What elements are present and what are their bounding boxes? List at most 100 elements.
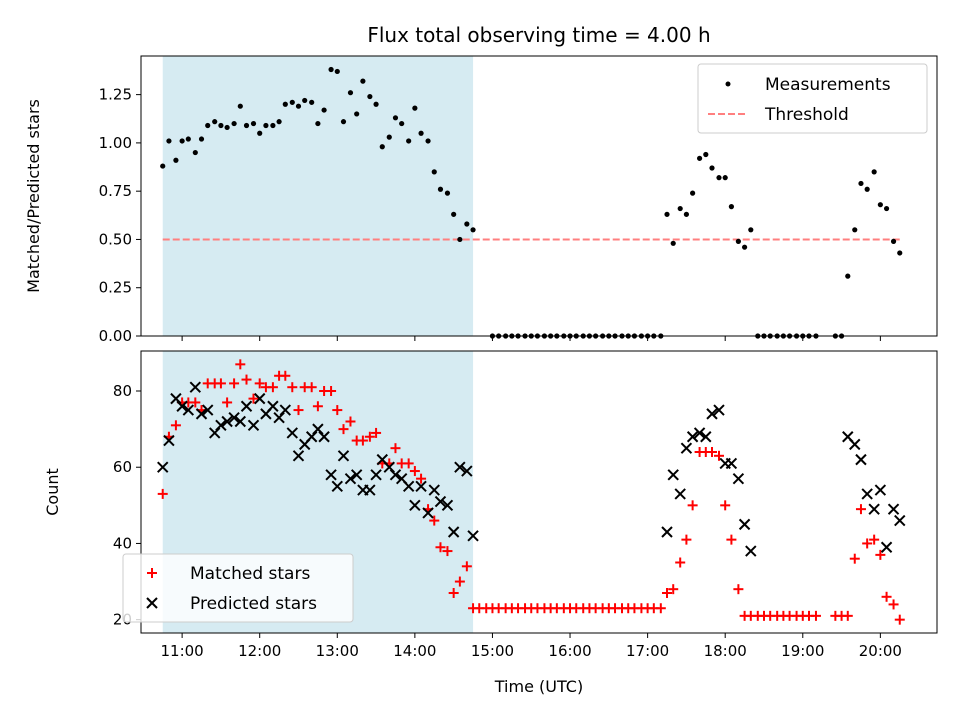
- matched-point: [869, 534, 880, 545]
- predicted-point: [868, 503, 880, 515]
- matched-point: [409, 466, 420, 477]
- matched-point: [707, 446, 718, 457]
- measurement-point: [703, 151, 709, 158]
- measurement-point: [406, 138, 412, 144]
- legend-x-marker: [146, 597, 158, 609]
- predicted-point: [706, 408, 718, 420]
- ratio-y-tick-label: 0.00: [99, 327, 132, 345]
- matched-point: [442, 546, 453, 557]
- matched-point: [371, 427, 382, 438]
- measurement-point: [173, 157, 179, 163]
- measurement-point: [418, 130, 424, 136]
- measurement-point: [890, 238, 897, 244]
- measurement-point: [877, 202, 883, 208]
- matched-point: [157, 488, 168, 499]
- measurement-point: [677, 205, 683, 212]
- measurement-point: [334, 68, 340, 75]
- measurement-point: [437, 186, 444, 192]
- matched-point: [733, 584, 744, 595]
- measurement-point: [166, 138, 172, 144]
- predicted-point: [331, 480, 343, 492]
- predicted-point: [305, 431, 318, 443]
- predicted-point: [195, 408, 208, 420]
- x-tick-label: 16:00: [548, 642, 591, 660]
- predicted-point: [880, 541, 893, 553]
- matched-point: [403, 458, 414, 469]
- predicted-point: [738, 518, 751, 531]
- predicted-point: [267, 400, 279, 412]
- predicted-point: [402, 480, 415, 492]
- measurement-point: [412, 105, 418, 111]
- predicted-point: [240, 400, 253, 412]
- measurement-point: [845, 273, 851, 279]
- measurement-point: [748, 227, 754, 233]
- predicted-point: [713, 404, 725, 416]
- matched-point: [894, 614, 905, 625]
- matched-point: [326, 386, 337, 397]
- count-y-tick-label: 80: [113, 382, 132, 400]
- matched-point: [429, 515, 440, 526]
- ratio-y-tick-label: 0.25: [99, 279, 132, 297]
- measurement-point: [858, 180, 864, 187]
- matched-point: [345, 416, 356, 427]
- predicted-point: [887, 503, 900, 515]
- measurement-point: [205, 122, 211, 129]
- measurement-point: [340, 119, 347, 125]
- chart-title: Flux total observing time = 4.00 h: [367, 23, 710, 47]
- predicted-point: [409, 499, 421, 512]
- matched-point: [215, 378, 226, 389]
- ratio-axes-frame: [140, 55, 938, 337]
- predicted-point: [454, 461, 466, 473]
- predicted-point: [163, 434, 175, 447]
- matched-point: [287, 382, 298, 393]
- predicted-point: [325, 469, 337, 481]
- ratio-y-tick-label: 0.75: [99, 182, 132, 200]
- measurement-point: [451, 211, 457, 217]
- predicted-point: [228, 411, 240, 424]
- measurement-point: [897, 250, 903, 256]
- measurement-point: [302, 97, 308, 104]
- measurement-point: [852, 227, 858, 233]
- measurement-point: [237, 103, 243, 109]
- predicted-point: [221, 415, 233, 428]
- predicted-point: [422, 507, 434, 519]
- predicted-point: [389, 469, 402, 481]
- predicted-point: [434, 495, 447, 508]
- x-tick-label: 14:00: [393, 642, 436, 660]
- predicted-point: [182, 404, 195, 416]
- measurement-point: [295, 103, 302, 109]
- measurement-point: [683, 211, 690, 217]
- predicted-point: [157, 461, 169, 473]
- measurement-point: [347, 90, 354, 96]
- legend-marker-predicted: [146, 597, 158, 609]
- measurement-point: [192, 149, 198, 156]
- matched-point: [454, 576, 465, 587]
- measurement-point: [367, 93, 373, 100]
- legend-marker-measurements: [725, 81, 731, 87]
- predicted-point: [467, 530, 479, 542]
- measurement-point: [373, 101, 379, 107]
- matched-point: [170, 420, 181, 431]
- ratio-y-tick-label: 0.50: [99, 230, 132, 248]
- measurement-point: [360, 78, 366, 84]
- predicted-point: [234, 415, 247, 428]
- matched-point: [390, 443, 401, 454]
- predicted-point: [700, 431, 712, 443]
- legend-plus-marker: [147, 568, 157, 578]
- count-y-tick-label: 60: [113, 458, 132, 476]
- count-x-ticks: 11:00 12:00 13:00 14:00 15:00 16:00 17:00 18:00…: [161, 633, 902, 660]
- measurement-point: [263, 122, 269, 129]
- predicted-point: [732, 472, 745, 485]
- measurement-point: [464, 221, 470, 227]
- predicted-point: [318, 431, 330, 443]
- matched-point: [364, 431, 375, 442]
- predicted-point: [286, 427, 298, 439]
- legend-label-measurements: Measurements: [765, 75, 891, 95]
- matched-point: [254, 378, 265, 389]
- matched-point: [855, 504, 866, 515]
- predicted-point: [208, 427, 221, 439]
- measurement-point: [198, 136, 205, 142]
- matched-point: [357, 435, 368, 446]
- predicted-point: [693, 427, 706, 439]
